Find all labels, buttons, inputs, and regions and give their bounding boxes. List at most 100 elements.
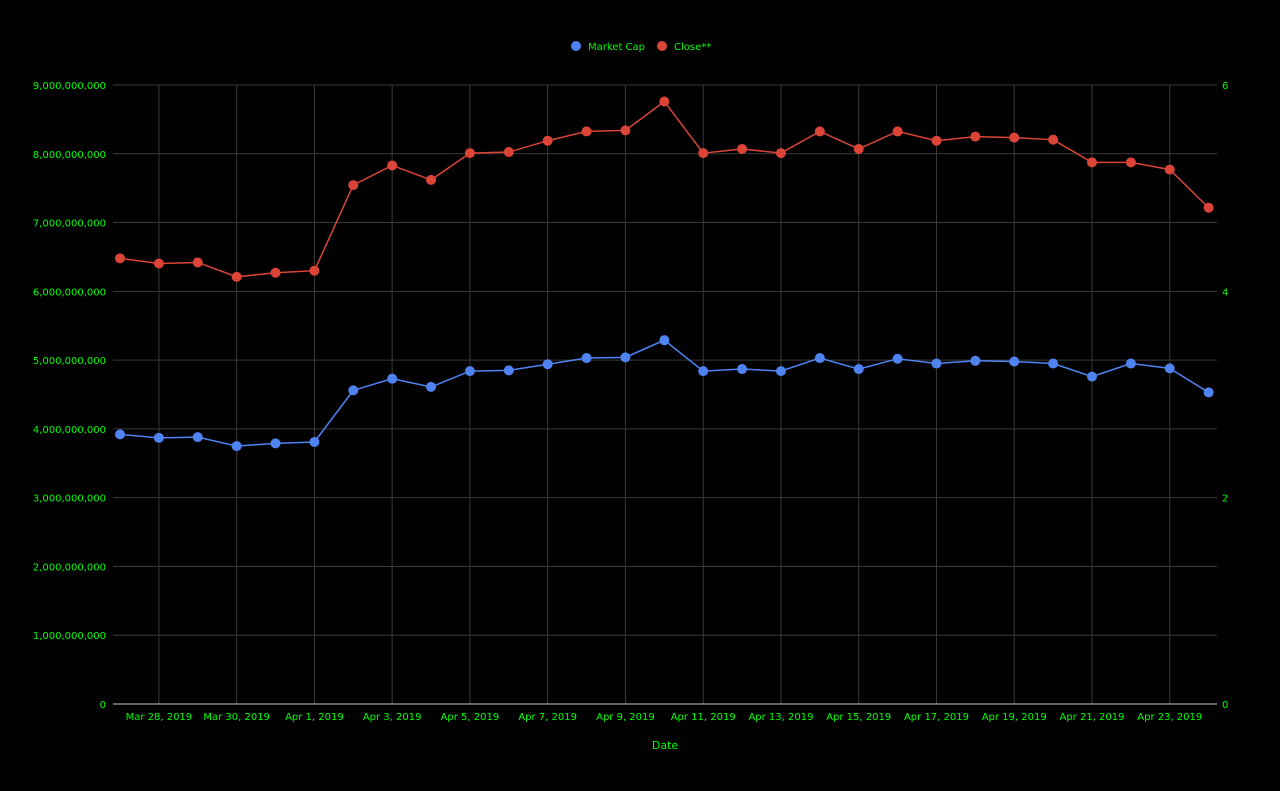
y-left-tick-label: 8,000,000,000 bbox=[33, 150, 106, 161]
x-tick-label: Apr 23, 2019 bbox=[1137, 712, 1202, 723]
series-close bbox=[115, 96, 1214, 282]
data-point bbox=[931, 135, 942, 146]
data-point bbox=[1087, 371, 1097, 382]
y-left-tick-label: 0 bbox=[100, 700, 106, 711]
data-point bbox=[970, 131, 981, 142]
data-point bbox=[542, 359, 553, 370]
x-tick-label: Apr 13, 2019 bbox=[748, 712, 813, 723]
x-tick-label: Apr 3, 2019 bbox=[363, 712, 422, 723]
x-tick-label: Apr 19, 2019 bbox=[982, 712, 1047, 723]
data-point bbox=[503, 147, 514, 158]
data-point bbox=[387, 160, 398, 171]
data-point bbox=[1164, 164, 1175, 175]
x-tick-label: Apr 21, 2019 bbox=[1059, 712, 1124, 723]
x-tick-label: Apr 5, 2019 bbox=[441, 712, 500, 723]
data-point bbox=[775, 148, 786, 159]
y-right-tick-label: 2 bbox=[1222, 494, 1228, 505]
data-point bbox=[1203, 202, 1214, 213]
data-point bbox=[659, 335, 670, 346]
data-point bbox=[581, 126, 592, 137]
data-point bbox=[775, 366, 786, 377]
data-point bbox=[1087, 157, 1097, 168]
data-point bbox=[1125, 358, 1136, 369]
data-point bbox=[1203, 387, 1214, 398]
data-point bbox=[620, 352, 631, 363]
legend[interactable]: Market Cap Close** bbox=[571, 41, 711, 53]
x-tick-label: Apr 11, 2019 bbox=[671, 712, 736, 723]
data-point bbox=[853, 364, 864, 375]
data-point bbox=[1164, 363, 1175, 374]
y-right-tick-label: 4 bbox=[1222, 287, 1228, 298]
y-right-tick-label: 0 bbox=[1222, 700, 1228, 711]
data-point bbox=[503, 365, 514, 376]
data-point bbox=[1048, 358, 1059, 369]
x-tick-label: Apr 17, 2019 bbox=[904, 712, 969, 723]
gridlines bbox=[113, 84, 1217, 704]
legend-item[interactable]: Market Cap bbox=[571, 41, 645, 53]
data-point bbox=[115, 253, 125, 264]
data-point bbox=[348, 180, 359, 191]
x-tick-label: Mar 30, 2019 bbox=[203, 712, 270, 723]
data-point bbox=[426, 381, 437, 392]
data-point bbox=[698, 148, 709, 159]
x-axis-title: Date bbox=[652, 739, 679, 752]
x-tick-label: Mar 28, 2019 bbox=[126, 712, 193, 723]
x-tick-label: Apr 9, 2019 bbox=[596, 712, 655, 723]
data-point bbox=[153, 432, 164, 443]
x-tick-label: Apr 7, 2019 bbox=[518, 712, 577, 723]
data-point bbox=[115, 429, 125, 440]
legend-item[interactable]: Close** bbox=[657, 41, 711, 53]
data-point bbox=[970, 355, 981, 366]
data-point bbox=[931, 358, 942, 369]
x-tick-label: Apr 15, 2019 bbox=[826, 712, 891, 723]
data-point bbox=[309, 265, 320, 276]
data-point bbox=[231, 441, 242, 452]
data-point bbox=[814, 126, 825, 137]
x-tick-label: Apr 1, 2019 bbox=[285, 712, 344, 723]
y-right-tick-label: 6 bbox=[1222, 81, 1228, 92]
y-left-tick-label: 6,000,000,000 bbox=[33, 287, 106, 298]
data-point bbox=[270, 438, 281, 449]
legend-marker bbox=[571, 41, 581, 51]
data-point bbox=[464, 366, 475, 377]
legend-label: Market Cap bbox=[588, 42, 645, 53]
y-left-tick-label: 1,000,000,000 bbox=[33, 631, 106, 642]
data-point bbox=[1125, 157, 1136, 168]
data-point bbox=[309, 436, 320, 447]
data-point bbox=[737, 364, 748, 375]
data-point bbox=[892, 353, 903, 364]
legend-marker bbox=[657, 41, 667, 51]
data-point bbox=[737, 143, 748, 154]
y-left-tick-label: 9,000,000,000 bbox=[33, 81, 106, 92]
data-point bbox=[814, 353, 825, 364]
data-point bbox=[1048, 134, 1059, 145]
data-point bbox=[231, 271, 242, 282]
data-point bbox=[659, 96, 670, 107]
data-point bbox=[620, 125, 631, 136]
legend-label: Close** bbox=[674, 42, 711, 53]
data-point bbox=[348, 385, 359, 396]
data-point bbox=[853, 143, 864, 154]
data-point bbox=[270, 267, 281, 278]
series-market-cap bbox=[115, 335, 1214, 452]
data-point bbox=[892, 126, 903, 137]
data-point bbox=[426, 174, 437, 185]
y-left-tick-label: 7,000,000,000 bbox=[33, 219, 106, 230]
data-point bbox=[192, 432, 203, 443]
data-point bbox=[387, 373, 398, 384]
data-point bbox=[1009, 356, 1020, 367]
series-layer bbox=[115, 96, 1214, 452]
y-left-tick-label: 5,000,000,000 bbox=[33, 356, 106, 367]
y-left-tick-label: 3,000,000,000 bbox=[33, 494, 106, 505]
data-point bbox=[581, 353, 592, 364]
y-left-tick-label: 4,000,000,000 bbox=[33, 425, 106, 436]
y-left-tick-label: 2,000,000,000 bbox=[33, 562, 106, 573]
data-point bbox=[1009, 132, 1020, 143]
data-point bbox=[153, 258, 164, 269]
data-point bbox=[192, 257, 203, 268]
data-point bbox=[464, 148, 475, 159]
axes: 0 1,000,000,000 2,000,000,000 3,000,000,000… bbox=[33, 81, 1229, 723]
data-point bbox=[698, 366, 709, 377]
